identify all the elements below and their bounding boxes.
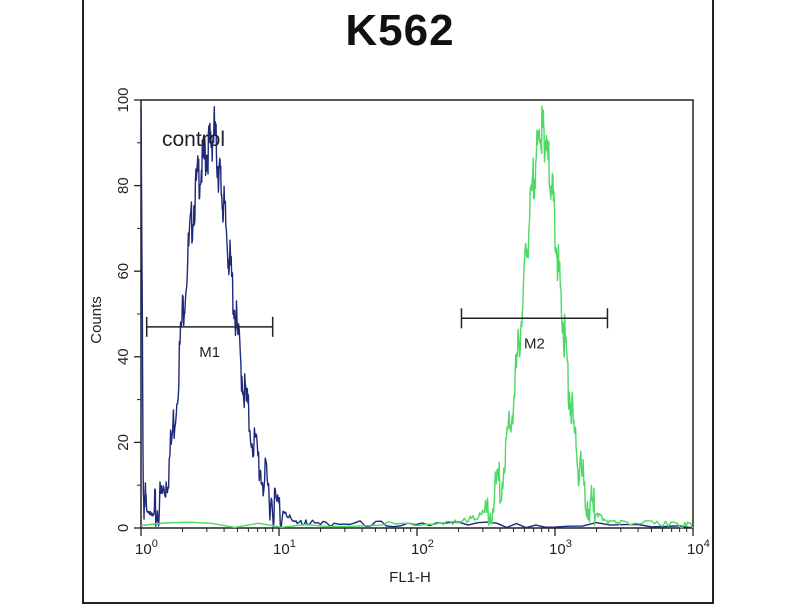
gate-label: M2 xyxy=(524,335,545,352)
y-axis: 0 20 40 60 80 100 xyxy=(115,87,141,532)
y-tick-label: 20 xyxy=(115,434,132,451)
series-layer xyxy=(140,105,694,529)
series-line-1 xyxy=(140,106,694,529)
y-axis-label: Counts xyxy=(88,296,105,344)
x-tick-label: 103 xyxy=(549,538,572,558)
x-axis-label: FL1-H xyxy=(389,569,431,586)
y-tick-label: 100 xyxy=(115,87,132,112)
x-axis: 100 101 102 103 104 xyxy=(135,528,710,558)
control-annotation: control xyxy=(162,128,225,151)
series-line-2 xyxy=(140,105,694,529)
y-tick-label: 80 xyxy=(115,177,132,194)
plot-area xyxy=(140,99,694,529)
chart-title: K562 xyxy=(345,6,455,55)
x-tick-label: 104 xyxy=(687,538,710,558)
y-tick-label: 0 xyxy=(115,524,132,532)
gate-layer: M1 M2 xyxy=(145,308,609,361)
x-tick-label: 102 xyxy=(411,538,434,558)
x-tick-label: 101 xyxy=(273,538,296,558)
gate-label: M1 xyxy=(199,344,220,361)
x-tick-label: 100 xyxy=(135,538,158,558)
y-tick-label: 40 xyxy=(115,348,132,365)
y-tick-label: 60 xyxy=(115,263,132,280)
